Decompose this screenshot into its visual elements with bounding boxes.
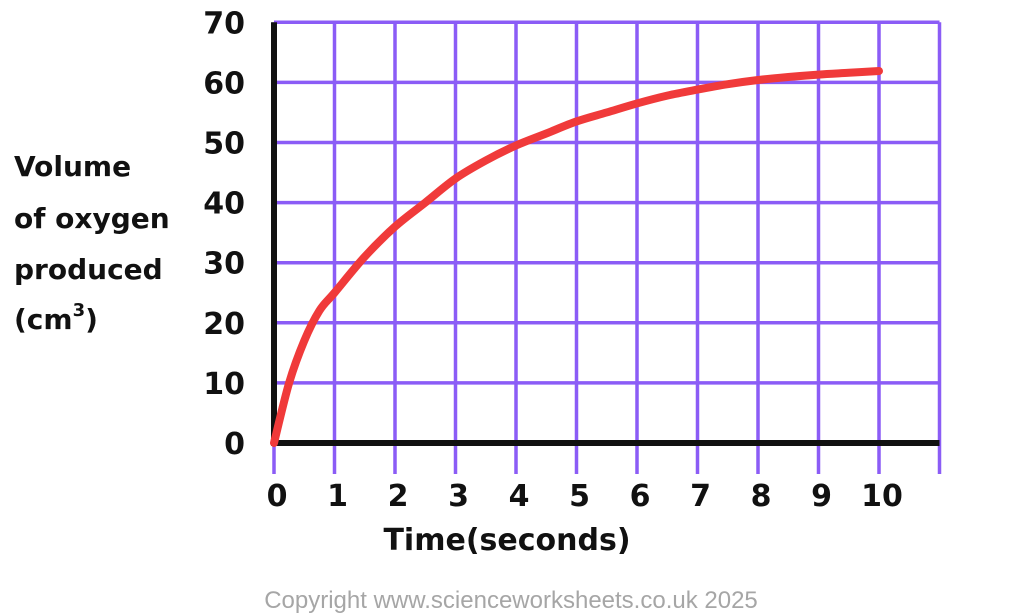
y-axis-title-close: ) (85, 303, 98, 336)
x-tick-label: 10 (861, 479, 903, 514)
x-tick-label: 5 (569, 479, 590, 514)
x-tick-label: 4 (509, 479, 530, 514)
y-axis-title-line-3: produced (14, 253, 163, 286)
y-tick-label: 20 (203, 307, 245, 342)
x-tick-label: 8 (751, 479, 772, 514)
y-tick-label: 0 (224, 427, 245, 462)
series-layer (270, 66, 883, 447)
x-tick-label: 9 (811, 479, 832, 514)
y-tick-label: 30 (203, 247, 245, 282)
series-line-1 (270, 66, 883, 447)
x-tick-label: 0 (267, 479, 288, 514)
axes (271, 22, 940, 446)
y-axis-title: Volume of oxygen produced (cm3) (14, 150, 179, 336)
y-tick-label: 40 (203, 187, 245, 222)
x-axis-title: Time(seconds) (383, 523, 630, 558)
copyright-notice: Copyright www.scienceworksheets.co.uk 20… (264, 587, 758, 614)
y-tick-label: 60 (203, 66, 245, 101)
y-tick-label: 50 (203, 127, 245, 162)
x-tick-label: 2 (388, 479, 409, 514)
x-tick-label: 7 (690, 479, 711, 514)
y-tick-label: 10 (203, 367, 245, 402)
y-tick-labels: 0 10 20 30 40 50 60 70 (203, 6, 245, 462)
x-tick-label: 6 (630, 479, 651, 514)
x-tick-label: 3 (448, 479, 469, 514)
y-tick-label: 70 (203, 6, 245, 41)
x-tick-label: 1 (327, 479, 348, 514)
y-axis-title-superscript: 3 (73, 300, 86, 321)
x-tick-labels: 0 1 2 3 4 5 6 7 8 9 10 (267, 479, 903, 514)
y-axis-title-line-2: of oxygen (14, 202, 170, 235)
y-axis-title-line-1: Volume (14, 150, 131, 183)
y-axis-title-line-4: (cm (14, 303, 73, 336)
